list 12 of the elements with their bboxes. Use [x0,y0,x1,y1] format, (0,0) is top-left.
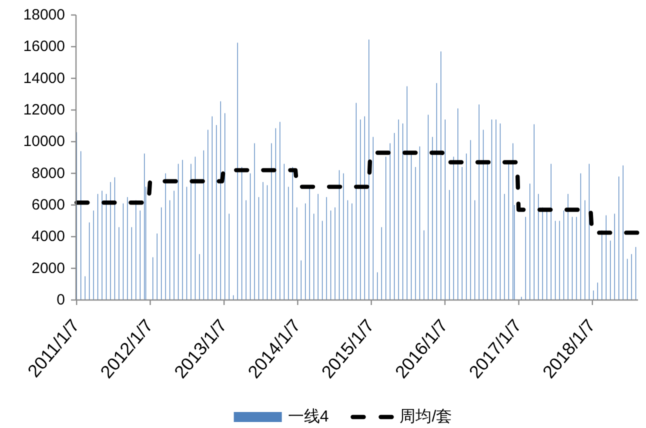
y-tick-label: 16000 [23,38,65,56]
y-tick-label: 18000 [23,6,65,24]
y-tick-label: 10000 [23,133,65,150]
y-tick-label: 4000 [32,228,65,246]
y-tick-label: 14000 [23,70,65,87]
y-tick-label: 12000 [23,102,65,118]
legend-label: 一线4 [288,408,329,426]
legend-label: 周均/套 [400,408,452,426]
y-tick-label: 0 [56,292,65,308]
y-tick-label: 8000 [32,164,65,182]
y-tick-label: 2000 [32,260,65,277]
y-tick-label: 6000 [32,196,65,214]
